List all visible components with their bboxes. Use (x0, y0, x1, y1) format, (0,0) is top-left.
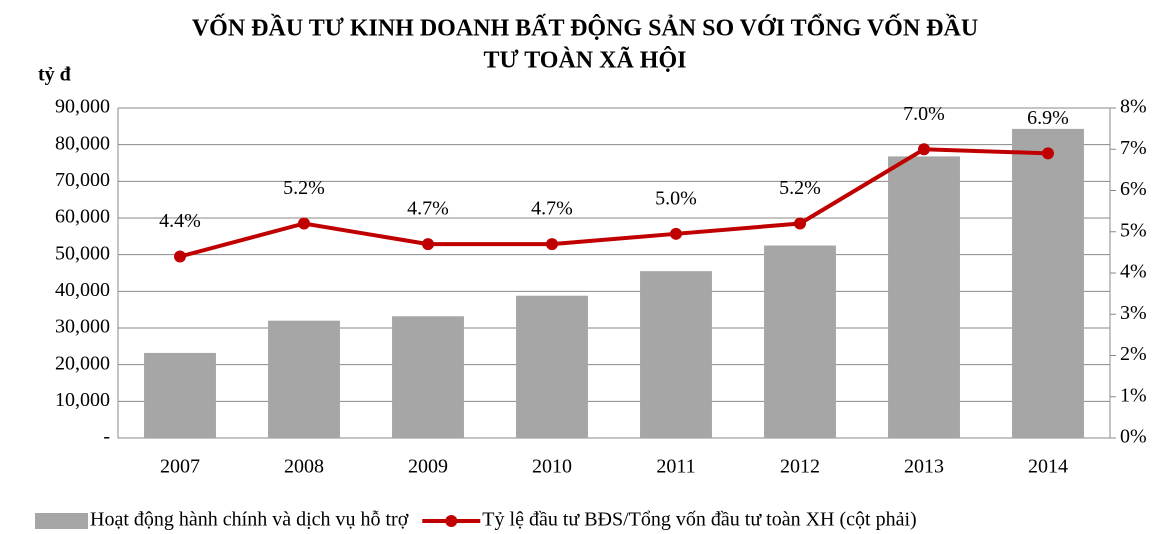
marker (546, 238, 558, 251)
y2-tick-label: 5% (1120, 219, 1147, 241)
chart-title: VỐN ĐẦU TƯ KINH DOANH BẤT ĐỘNG SẢN SO VỚ… (192, 15, 978, 42)
marker (422, 238, 434, 251)
data-label: 5.2% (779, 177, 821, 199)
legend-label: Hoạt động hành chính và dịch vụ hỗ trợ (90, 509, 409, 531)
data-label: 4.4% (159, 210, 201, 232)
y-tick-label: 20,000 (55, 352, 110, 374)
chart-title: TƯ TOÀN XÃ HỘI (484, 48, 687, 74)
marker (1042, 147, 1054, 160)
marker (670, 227, 682, 240)
x-tick-label: 2010 (532, 456, 572, 478)
bar (640, 271, 712, 438)
data-label: 6.9% (1027, 107, 1069, 129)
bar (888, 156, 960, 438)
y-tick-label: - (103, 426, 110, 448)
y2-tick-label: 6% (1120, 178, 1147, 200)
bar (764, 245, 836, 438)
y2-tick-label: 2% (1120, 343, 1147, 365)
marker (298, 217, 310, 230)
x-tick-label: 2013 (904, 456, 944, 478)
y2-tick-label: 1% (1120, 384, 1147, 406)
y-tick-label: 80,000 (55, 132, 110, 154)
marker (174, 250, 186, 263)
data-label: 5.0% (655, 187, 697, 209)
line (179, 147, 1049, 259)
y2-tick-label: 7% (1120, 137, 1147, 159)
legend-swatch (35, 513, 88, 529)
y-tick-label: 90,000 (55, 96, 110, 118)
y2-tick-label: 3% (1120, 302, 1147, 324)
y-axis-label: tỷ đ (38, 64, 71, 86)
x-tick-label: 2009 (408, 456, 448, 478)
data-label: 4.7% (531, 198, 573, 220)
marker (918, 143, 930, 156)
marker (794, 217, 806, 230)
data-label: 5.2% (283, 177, 325, 199)
y2-tick-label: 8% (1120, 96, 1147, 118)
y-tick-label: 30,000 (55, 316, 110, 338)
x-tick-label: 2012 (780, 456, 820, 478)
y2-tick-label: 0% (1120, 426, 1147, 448)
y-tick-label: 50,000 (55, 242, 110, 264)
x-tick-label: 2011 (656, 456, 695, 478)
y-tick-label: 40,000 (55, 279, 110, 301)
y-tick-label: 70,000 (55, 169, 110, 191)
y-tick-label: 60,000 (55, 206, 110, 228)
bar (516, 295, 588, 438)
data-label: 4.7% (407, 198, 449, 220)
legend-label: Tỷ lệ đầu tư BĐS/Tổng vốn đầu tư toàn XH… (482, 509, 916, 531)
legend-swatch (445, 515, 458, 527)
data-label: 7.0% (903, 103, 945, 125)
y2-tick-label: 4% (1120, 261, 1147, 283)
bar (268, 320, 340, 438)
y-tick-label: 10,000 (55, 389, 110, 411)
x-tick-label: 2007 (160, 456, 200, 478)
bar (392, 316, 464, 438)
bar (1012, 128, 1084, 438)
bar (144, 352, 216, 438)
x-tick-label: 2008 (284, 456, 324, 478)
x-tick-label: 2014 (1028, 456, 1068, 478)
